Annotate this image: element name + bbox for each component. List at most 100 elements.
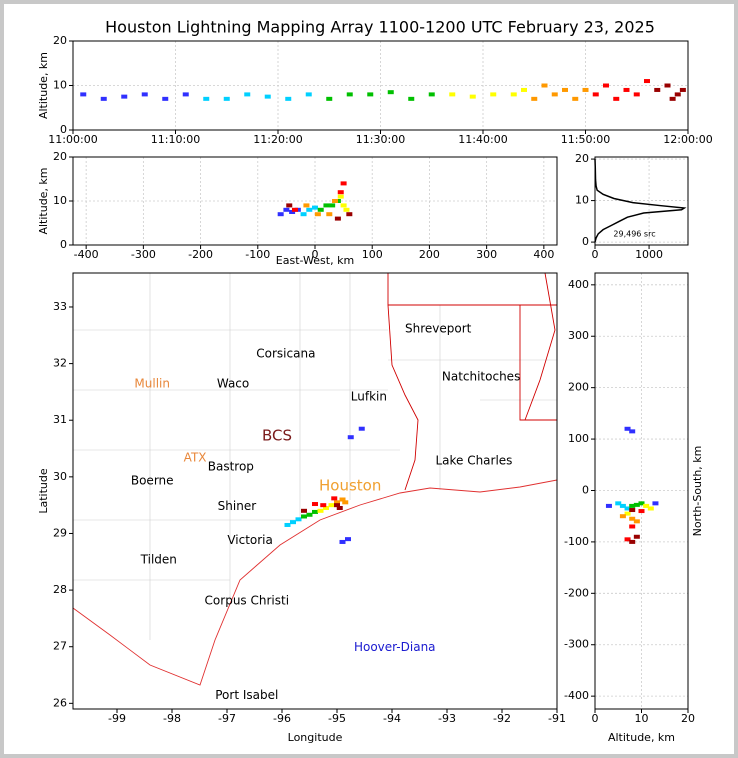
source-point bbox=[345, 537, 351, 542]
x-tick-label: -300 bbox=[131, 248, 156, 261]
source-point bbox=[244, 92, 251, 97]
source-point bbox=[323, 203, 330, 208]
axes-frame bbox=[72, 40, 689, 131]
source-point bbox=[619, 503, 626, 508]
source-point bbox=[203, 96, 210, 101]
source-point bbox=[290, 520, 296, 525]
source-point bbox=[469, 94, 476, 99]
source-point bbox=[331, 496, 338, 501]
source-point bbox=[669, 96, 676, 101]
source-point bbox=[644, 79, 650, 84]
source-point bbox=[182, 92, 189, 97]
y-tick-label: 30 bbox=[53, 470, 67, 483]
source-point bbox=[629, 429, 636, 434]
source-point bbox=[277, 212, 284, 217]
y-axis-label: Altitude, km bbox=[37, 167, 50, 234]
source-point bbox=[638, 509, 645, 514]
x-axis-label: Longitude bbox=[288, 731, 343, 744]
source-point bbox=[317, 508, 324, 513]
city-label: Victoria bbox=[227, 533, 273, 547]
x-tick-label: -99 bbox=[108, 712, 126, 725]
source-point bbox=[624, 537, 631, 542]
x-tick-label: 12:00:00 bbox=[663, 133, 712, 146]
city-label: Corpus Christi bbox=[205, 593, 290, 607]
x-tick-label: -100 bbox=[245, 248, 270, 261]
y-axis-label: Latitude bbox=[37, 468, 50, 514]
y-axis-label: Altitude, km bbox=[37, 52, 50, 119]
source-point bbox=[223, 96, 230, 101]
x-tick-label: 100 bbox=[362, 248, 383, 261]
source-point bbox=[312, 509, 318, 514]
source-point bbox=[141, 92, 148, 97]
figure-background bbox=[4, 4, 734, 754]
city-label: Shiner bbox=[218, 499, 257, 513]
y-tick-label: 300 bbox=[568, 329, 589, 342]
source-point bbox=[301, 508, 307, 513]
map-outline bbox=[72, 272, 558, 686]
y-tick-label: 10 bbox=[575, 194, 589, 207]
x-tick-label: 300 bbox=[476, 248, 497, 261]
source-point bbox=[572, 96, 579, 101]
y-tick-label: 27 bbox=[53, 640, 67, 653]
y-tick-label: 32 bbox=[53, 357, 67, 370]
source-point bbox=[329, 203, 336, 208]
source-point bbox=[300, 212, 307, 217]
source-point bbox=[346, 212, 353, 217]
source-point bbox=[629, 508, 636, 513]
source-point bbox=[629, 516, 636, 521]
source-point bbox=[264, 94, 271, 99]
source-point bbox=[340, 181, 347, 186]
source-point bbox=[314, 212, 321, 217]
y-tick-label: -400 bbox=[564, 689, 589, 702]
source-point bbox=[633, 534, 640, 539]
x-tick-label: 1000 bbox=[635, 248, 663, 261]
x-tick-label: 20 bbox=[681, 712, 695, 725]
source-point bbox=[312, 205, 318, 210]
source-point bbox=[603, 83, 609, 88]
source-point bbox=[326, 212, 333, 217]
source-point bbox=[339, 497, 346, 502]
source-point bbox=[613, 96, 620, 101]
source-point bbox=[638, 501, 645, 506]
source-point bbox=[605, 503, 612, 508]
y-tick-label: 0 bbox=[582, 235, 589, 248]
source-point bbox=[337, 190, 344, 195]
x-tick-label: 0 bbox=[312, 248, 319, 261]
source-point bbox=[551, 92, 558, 97]
source-point bbox=[305, 92, 312, 97]
x-axis-label: Altitude, km bbox=[608, 731, 675, 744]
source-point bbox=[289, 210, 296, 214]
source-point bbox=[624, 511, 631, 516]
source-point bbox=[624, 506, 631, 511]
city-label: Tilden bbox=[140, 553, 177, 567]
source-point bbox=[306, 207, 313, 212]
source-point bbox=[295, 517, 302, 522]
x-tick-label: 10 bbox=[635, 712, 649, 725]
source-point bbox=[358, 426, 365, 431]
figure-title: Houston Lightning Mapping Array 1100-120… bbox=[105, 18, 655, 37]
source-point bbox=[562, 87, 568, 92]
y-tick-label: 0 bbox=[60, 123, 67, 136]
source-point bbox=[654, 87, 661, 92]
city-label: Shreveport bbox=[405, 322, 472, 336]
x-tick-label: -98 bbox=[163, 712, 181, 725]
y-tick-label: 0 bbox=[60, 238, 67, 251]
source-point bbox=[629, 503, 636, 508]
source-point bbox=[387, 90, 394, 95]
city-label: BCS bbox=[262, 427, 292, 445]
y-tick-label: -200 bbox=[564, 586, 589, 599]
source-point bbox=[679, 87, 686, 92]
city-label: Lake Charles bbox=[435, 453, 512, 467]
axes-frame bbox=[72, 156, 558, 246]
x-tick-label: -95 bbox=[328, 712, 346, 725]
source-point bbox=[647, 506, 654, 511]
x-tick-label: 400 bbox=[533, 248, 554, 261]
y-tick-label: 20 bbox=[53, 34, 67, 47]
source-point bbox=[286, 203, 293, 208]
source-point bbox=[328, 503, 335, 508]
source-point bbox=[510, 92, 517, 97]
city-label: Houston bbox=[319, 476, 381, 494]
source-point bbox=[306, 512, 313, 517]
y-tick-label: 28 bbox=[53, 583, 67, 596]
